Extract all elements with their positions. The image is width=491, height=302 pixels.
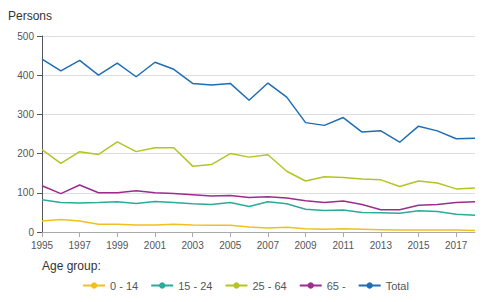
svg-text:1997: 1997 (69, 240, 92, 251)
svg-text:2001: 2001 (144, 240, 167, 251)
svg-text:0 - 14: 0 - 14 (110, 280, 138, 292)
svg-text:2013: 2013 (370, 240, 393, 251)
svg-text:2007: 2007 (257, 240, 280, 251)
svg-text:2015: 2015 (407, 240, 430, 251)
svg-text:2011: 2011 (332, 240, 354, 251)
svg-text:100: 100 (17, 187, 34, 198)
svg-text:Persons: Persons (8, 9, 52, 23)
svg-text:1995: 1995 (31, 240, 54, 251)
svg-text:15 - 24: 15 - 24 (178, 280, 212, 292)
svg-text:Age group:: Age group: (42, 259, 101, 273)
svg-text:200: 200 (17, 148, 34, 159)
svg-text:2005: 2005 (219, 240, 242, 251)
svg-text:2003: 2003 (181, 240, 204, 251)
svg-text:300: 300 (17, 109, 34, 120)
svg-text:2009: 2009 (294, 240, 317, 251)
svg-text:0: 0 (28, 227, 34, 238)
svg-text:400: 400 (17, 70, 34, 81)
svg-text:25 - 64: 25 - 64 (252, 280, 286, 292)
svg-text:500: 500 (17, 31, 34, 42)
svg-text:2017: 2017 (445, 240, 468, 251)
svg-text:65 -: 65 - (327, 280, 346, 292)
svg-text:Total: Total (386, 280, 409, 292)
svg-text:1999: 1999 (106, 240, 129, 251)
